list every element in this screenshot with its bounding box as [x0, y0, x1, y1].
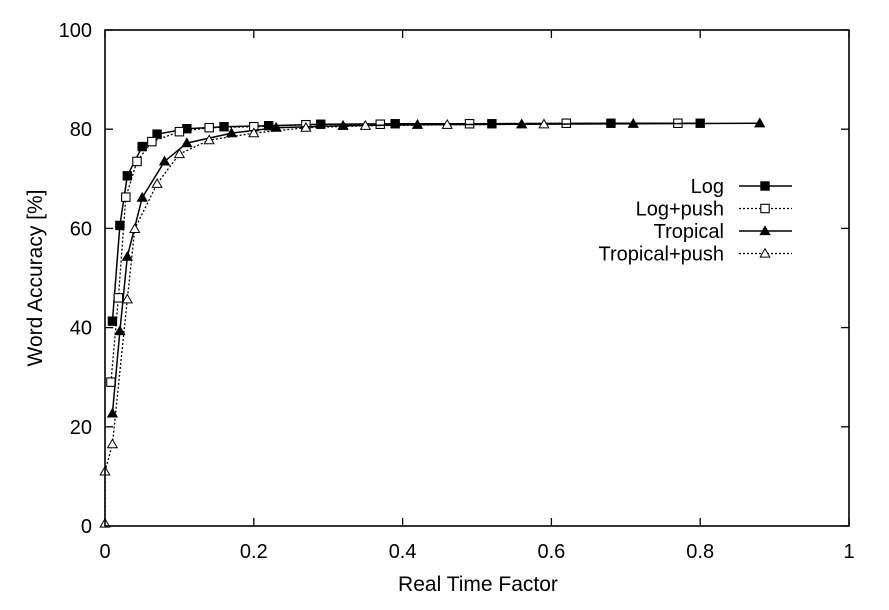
data-point-marker: [760, 203, 770, 214]
data-point-marker: [174, 126, 185, 137]
data-point-marker: [515, 118, 528, 129]
data-point-marker: [147, 136, 157, 147]
x-tick-label: 1: [843, 541, 854, 563]
data-point-marker: [121, 250, 133, 261]
data-point-marker: [627, 117, 639, 128]
x-axis-title: Real Time Factor: [398, 573, 558, 596]
x-tick-label: 0.6: [537, 541, 565, 563]
data-point-marker: [316, 119, 326, 129]
plot-frame: [104, 29, 850, 527]
legend-item: Log+push: [636, 199, 792, 221]
data-point-marker: [152, 129, 162, 139]
data-point-marker: [375, 119, 386, 129]
legend-item: Tropical+push: [599, 244, 792, 266]
x-tick-label: 0.4: [389, 541, 417, 563]
data-point-marker: [136, 191, 148, 202]
data-point-marker: [181, 137, 193, 148]
y-tick-label: 0: [81, 516, 92, 538]
data-point-marker: [137, 141, 147, 152]
data-point-marker: [151, 177, 163, 188]
data-point-marker: [759, 247, 771, 258]
series-log-push: [106, 118, 683, 387]
data-point-marker: [441, 118, 453, 129]
data-point-marker: [561, 118, 572, 128]
y-tick-label: 20: [70, 417, 92, 439]
y-tick-label: 100: [59, 20, 92, 42]
data-point-marker: [106, 438, 119, 449]
data-point-marker: [300, 121, 312, 132]
series-line: [111, 122, 701, 322]
data-point-marker: [121, 293, 133, 304]
data-point-marker: [225, 127, 238, 138]
data-point-marker: [121, 192, 131, 202]
y-tick-label: 80: [70, 119, 92, 141]
data-point-marker: [158, 155, 171, 166]
data-point-marker: [132, 156, 142, 167]
data-point-marker: [248, 127, 260, 138]
data-point-marker: [106, 377, 116, 387]
series-line: [111, 122, 760, 414]
x-tick-label: 0.8: [686, 541, 714, 563]
series-log: [107, 118, 705, 326]
series-line: [110, 122, 678, 383]
data-point-marker: [754, 117, 766, 128]
data-point-marker: [113, 293, 124, 303]
data-point-marker: [122, 171, 133, 181]
data-point-marker: [114, 325, 126, 336]
data-point-marker: [107, 316, 118, 326]
data-point-marker: [359, 119, 372, 130]
series-tropical-push: [99, 118, 550, 528]
y-tick-label: 40: [70, 318, 92, 340]
x-tick-label: 0.2: [240, 541, 268, 563]
legend-label: Log+push: [636, 199, 724, 221]
data-point-marker: [203, 134, 215, 145]
data-point-marker: [173, 148, 186, 159]
data-point-marker: [129, 223, 141, 233]
y-axis-title: Word Accuracy [%]: [24, 189, 47, 366]
data-point-marker: [760, 181, 770, 191]
data-point-marker: [337, 119, 349, 130]
data-point-marker: [219, 122, 229, 132]
data-point-marker: [263, 121, 274, 131]
y-tick-label: 60: [70, 218, 92, 240]
data-point-marker: [115, 220, 125, 231]
series-tropical: [106, 117, 766, 418]
series-layer: [99, 117, 766, 528]
data-point-marker: [759, 225, 771, 236]
data-point-marker: [411, 118, 424, 129]
legend-item: Tropical: [654, 221, 792, 243]
legend-label: Log: [691, 176, 724, 198]
x-tick-label: 0: [99, 541, 110, 563]
axis-ticks: 0 0.2 0.4 0.6 0.8 1 0 20 40 60 80 100: [59, 20, 855, 563]
legend-item: Log: [691, 176, 792, 198]
legend-label: Tropical+push: [599, 244, 724, 266]
legend-label: Tropical: [654, 221, 724, 243]
data-point-marker: [204, 122, 214, 133]
series-line: [104, 123, 544, 524]
data-point-marker: [538, 118, 550, 129]
